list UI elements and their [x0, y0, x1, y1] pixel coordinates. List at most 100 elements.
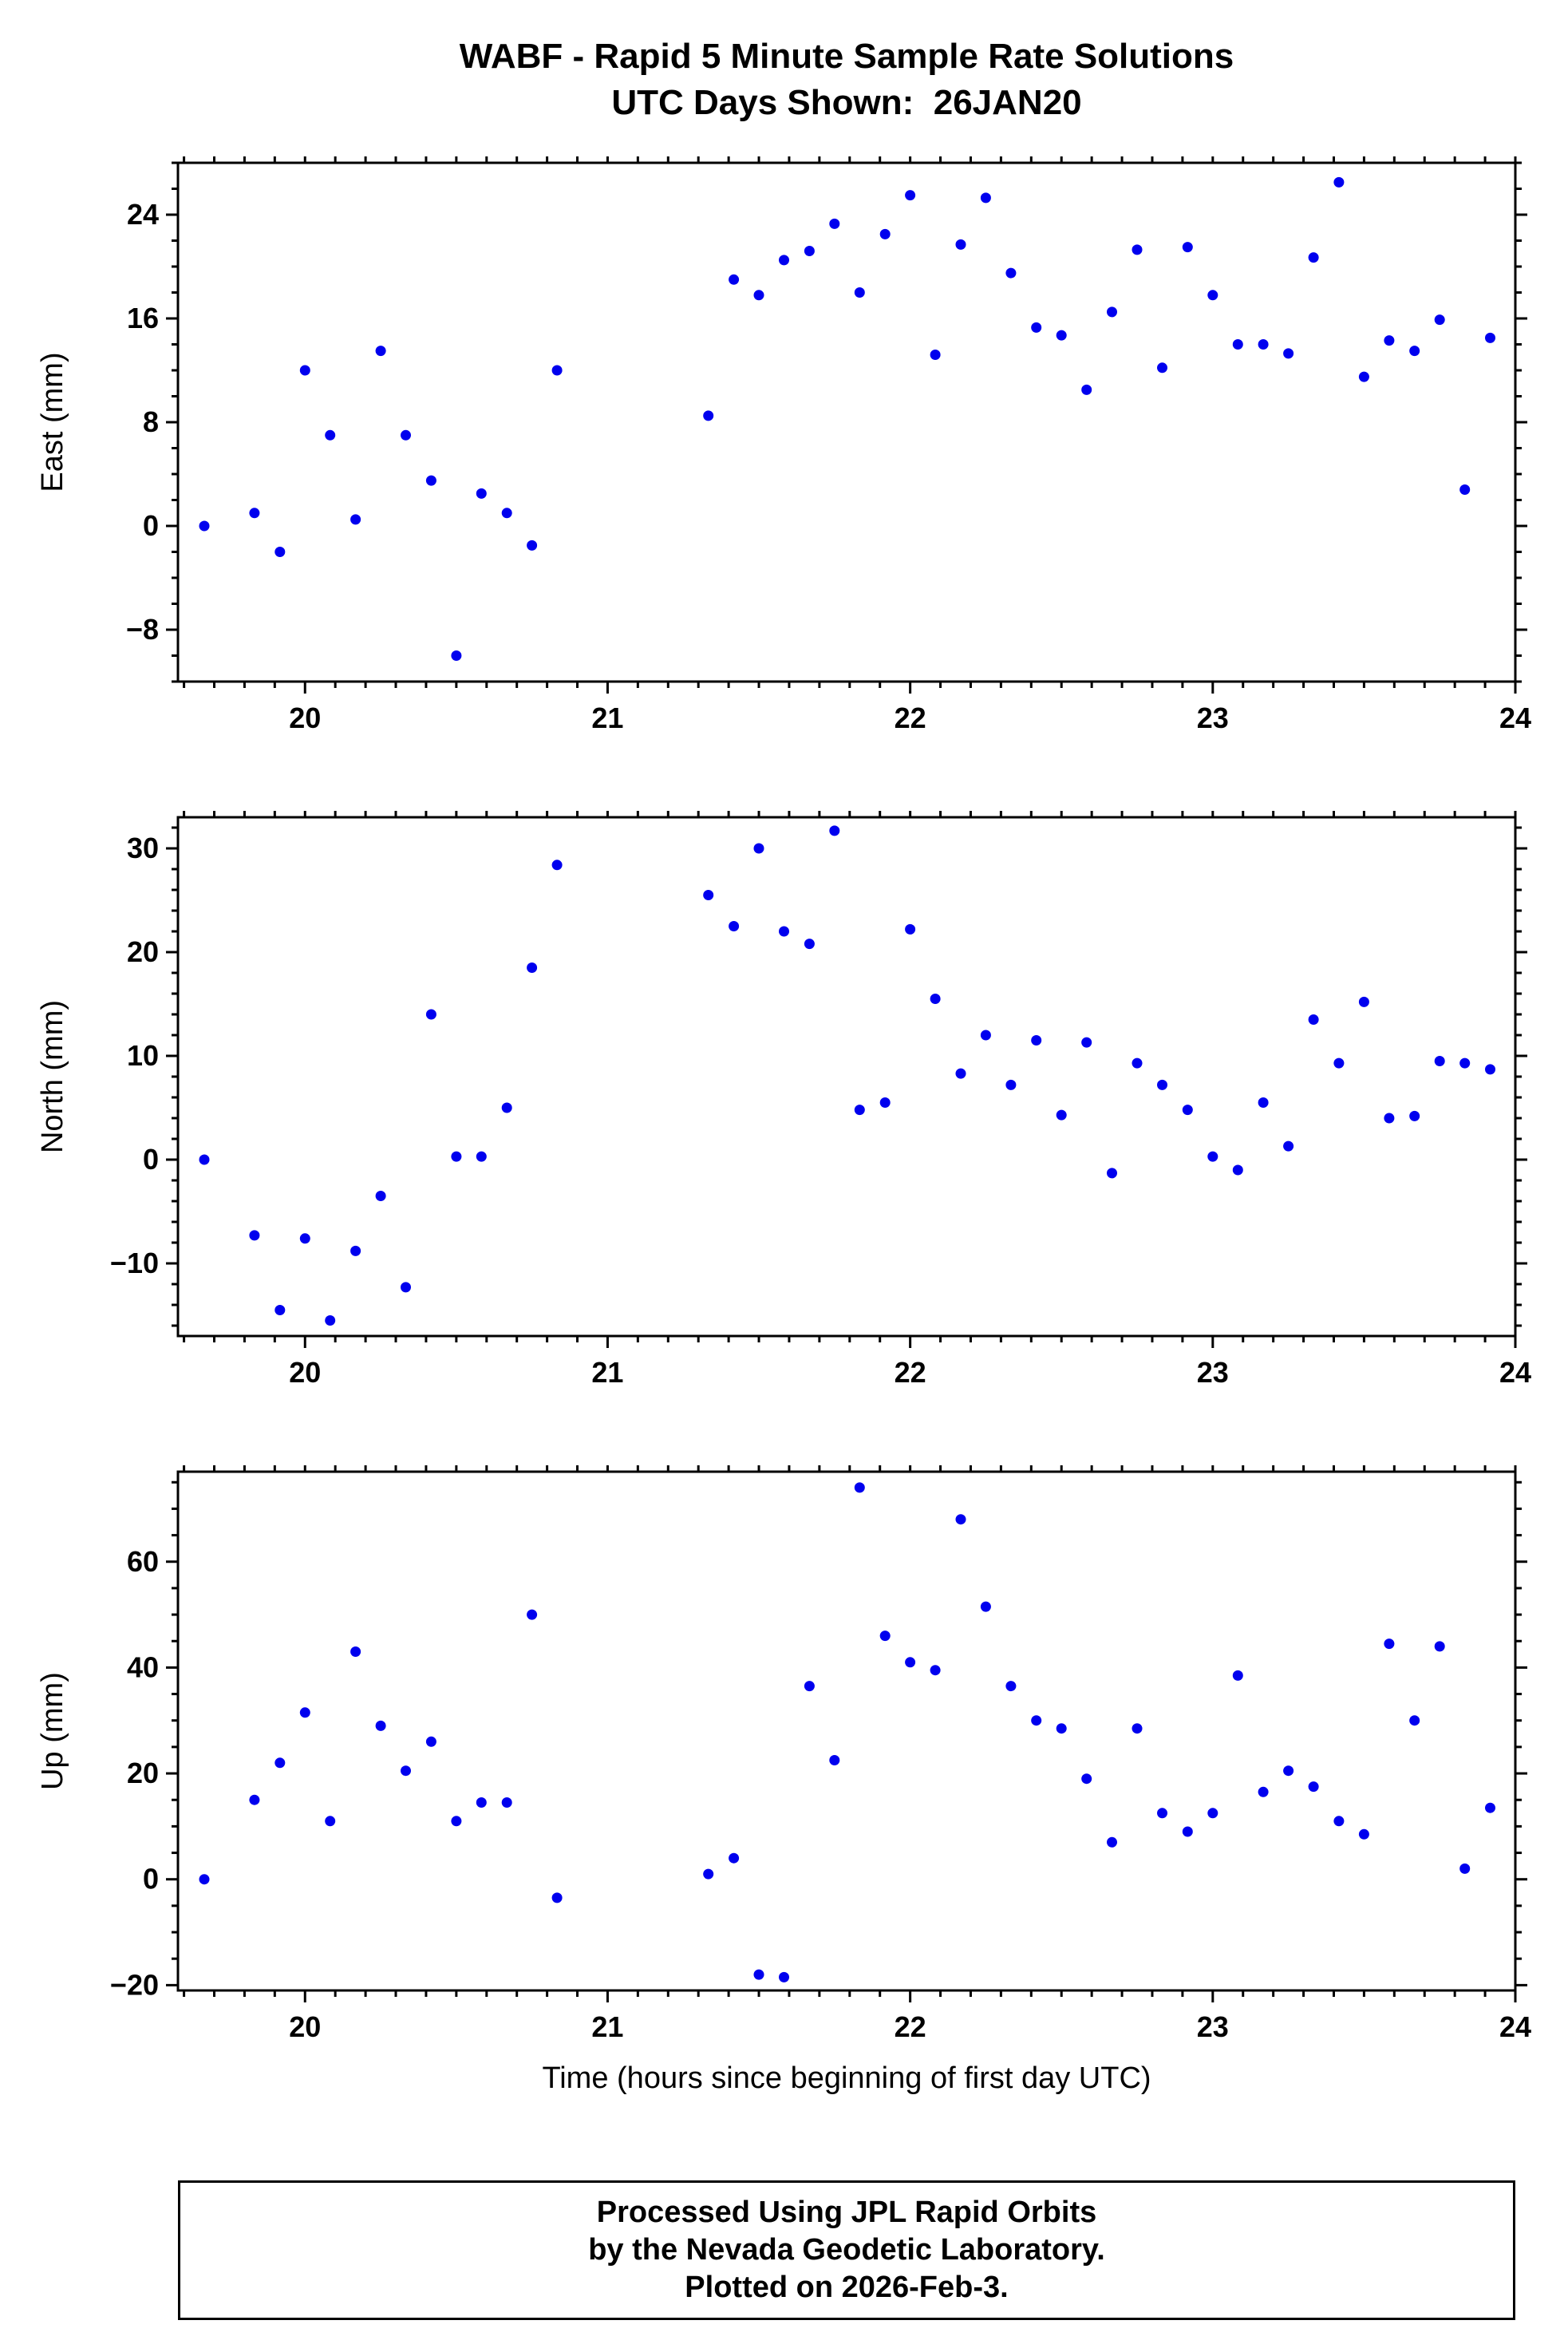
- data-point: [1107, 306, 1117, 318]
- data-point: [1056, 330, 1067, 341]
- data-point: [703, 410, 714, 421]
- x-tick-label: 24: [1499, 702, 1531, 734]
- data-point: [1283, 1765, 1294, 1777]
- data-point: [804, 939, 815, 950]
- data-point: [1056, 1723, 1067, 1734]
- data-point: [501, 1102, 512, 1113]
- data-point: [325, 429, 336, 441]
- data-point: [1081, 384, 1092, 395]
- data-point: [199, 520, 210, 532]
- data-point: [753, 843, 764, 854]
- data-point: [1031, 322, 1042, 333]
- data-point: [401, 1282, 411, 1293]
- x-tick-label: 22: [895, 1356, 926, 1389]
- data-point: [854, 1482, 865, 1493]
- data-point: [249, 508, 260, 519]
- data-point: [1132, 1057, 1143, 1069]
- y-tick-label: −20: [110, 1968, 159, 2001]
- data-point: [905, 923, 916, 935]
- data-point: [350, 514, 361, 525]
- data-point: [501, 1797, 512, 1808]
- data-point: [1132, 244, 1143, 255]
- y-tick-label: 10: [127, 1039, 159, 1072]
- data-point: [375, 1191, 386, 1201]
- data-point: [476, 1797, 487, 1808]
- x-tick-label: 20: [289, 1356, 321, 1389]
- data-point: [1157, 1808, 1167, 1819]
- data-point: [325, 1315, 336, 1326]
- north-plot: 20 21 22 23 24 −10 0 10 20 30 North (mm): [0, 811, 1568, 1393]
- data-point: [274, 1757, 286, 1769]
- data-point: [1005, 1681, 1017, 1692]
- data-point: [955, 239, 966, 250]
- east-plot: 20 21 22 23 24 −8 0 8 16 24 East (mm): [0, 156, 1568, 739]
- north-plot-canvas: 20 21 22 23 24 −10 0 10 20 30 North (mm): [36, 811, 1531, 1389]
- plot-frame: [176, 816, 1517, 1338]
- x-tick-label: 24: [1499, 1356, 1531, 1389]
- north-axis-title: North (mm): [36, 1000, 69, 1153]
- y-tick-label: 16: [127, 302, 159, 334]
- data-point: [527, 540, 538, 551]
- data-point: [501, 508, 512, 519]
- data-point: [753, 290, 764, 301]
- data-point: [325, 1816, 336, 1827]
- data-point: [829, 218, 840, 229]
- x-tick-label: 20: [289, 702, 321, 734]
- data-point: [1459, 484, 1471, 495]
- data-point: [1459, 1863, 1471, 1874]
- data-point: [1384, 1638, 1395, 1650]
- data-point: [1333, 1057, 1345, 1069]
- y-tick-label: 60: [127, 1545, 159, 1578]
- data-point: [1409, 1715, 1420, 1726]
- data-point: [274, 1305, 286, 1315]
- data-point: [1358, 996, 1369, 1007]
- y-tick-label: 0: [143, 509, 159, 542]
- data-point: [1333, 1816, 1345, 1827]
- y-tick-label: −8: [126, 613, 159, 646]
- data-point: [1358, 371, 1369, 382]
- data-point: [425, 1009, 436, 1020]
- data-point: [1358, 1828, 1369, 1840]
- data-point: [375, 346, 386, 357]
- data-point: [930, 994, 941, 1004]
- data-point: [1485, 1802, 1495, 1813]
- x-tick-label: 23: [1197, 702, 1229, 734]
- data-point: [1384, 335, 1395, 346]
- x-tick-label: 21: [591, 2010, 623, 2043]
- data-point: [1283, 348, 1294, 359]
- data-point: [476, 1151, 487, 1162]
- data-point: [1258, 1786, 1269, 1797]
- data-point: [451, 650, 462, 661]
- data-point: [199, 1154, 210, 1165]
- plot-titles: WABF - Rapid 5 Minute Sample Rate Soluti…: [178, 34, 1515, 126]
- data-point: [1258, 339, 1269, 350]
- data-point: [729, 274, 740, 285]
- footer-line-3: Plotted on 2026-Feb-3.: [685, 2271, 1009, 2304]
- data-point: [1485, 1064, 1495, 1075]
- data-point: [1107, 1836, 1117, 1848]
- data-point: [299, 1233, 310, 1244]
- data-point: [1031, 1715, 1042, 1726]
- data-point: [980, 192, 991, 204]
- data-point: [955, 1514, 966, 1525]
- data-point: [551, 860, 563, 871]
- data-point: [1333, 176, 1345, 188]
- data-point: [249, 1794, 260, 1805]
- data-point: [905, 1657, 916, 1668]
- data-point: [729, 921, 740, 931]
- data-point: [729, 1852, 740, 1864]
- y-tick-label: 0: [143, 1143, 159, 1176]
- data-point: [703, 890, 714, 900]
- page-subtitle: UTC Days Shown: 26JAN20: [611, 83, 1082, 122]
- data-point: [1157, 362, 1167, 374]
- data-point: [1081, 1773, 1092, 1785]
- data-point: [1485, 332, 1495, 343]
- data-point: [1308, 1781, 1319, 1793]
- footer-line-1: Processed Using JPL Rapid Orbits: [596, 2196, 1097, 2229]
- east-plot-canvas: 20 21 22 23 24 −8 0 8 16 24 East (mm): [36, 156, 1531, 734]
- data-point: [1182, 1105, 1193, 1116]
- data-point: [779, 1971, 789, 1982]
- data-point: [1031, 1035, 1042, 1046]
- data-point: [350, 1646, 361, 1657]
- x-tick-label: 23: [1197, 2010, 1229, 2043]
